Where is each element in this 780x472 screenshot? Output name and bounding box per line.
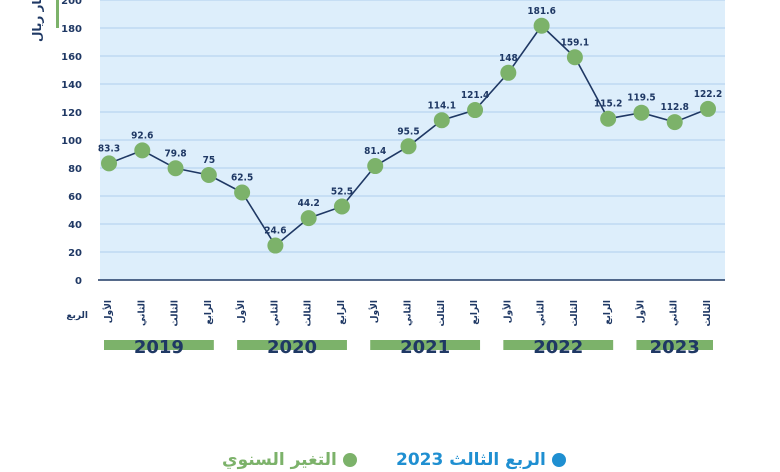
y-tick-label: 100 bbox=[61, 136, 82, 147]
data-label: 119.5 bbox=[627, 93, 655, 104]
year-bar bbox=[237, 340, 347, 350]
data-label: 79.8 bbox=[164, 148, 186, 159]
data-label: 112.8 bbox=[660, 102, 688, 113]
data-point bbox=[633, 104, 650, 121]
data-point bbox=[333, 198, 350, 215]
x-tick-label: الرابع bbox=[337, 300, 347, 325]
legend-blue-dot-icon bbox=[551, 453, 566, 467]
data-point bbox=[134, 142, 151, 159]
x-tick-label: الأول bbox=[235, 300, 247, 323]
year-label: 2021 bbox=[400, 337, 450, 358]
y-tick-label: 200 bbox=[61, 0, 82, 7]
legend-green-dot-icon bbox=[342, 453, 357, 467]
x-tick-label: الرابع bbox=[603, 300, 613, 325]
data-label: 148 bbox=[499, 53, 518, 64]
data-point bbox=[367, 158, 384, 175]
year-label: 2020 bbox=[267, 337, 317, 358]
x-tick-label: الثاني bbox=[404, 300, 414, 326]
data-label: 81.4 bbox=[364, 146, 386, 157]
y-tick-label: 120 bbox=[61, 108, 82, 119]
x-tick-label: الثاني bbox=[670, 300, 680, 326]
y-tick-label: 20 bbox=[68, 248, 82, 259]
y-axis-label-accent bbox=[56, 0, 59, 28]
data-point bbox=[666, 114, 683, 131]
y-axis-label: مليار ريال bbox=[30, 0, 44, 42]
x-axis-caption: الربع bbox=[66, 311, 88, 321]
year-bar bbox=[636, 340, 713, 350]
y-tick-label: 180 bbox=[61, 24, 82, 35]
data-point bbox=[600, 110, 617, 127]
data-label: 44.2 bbox=[298, 198, 320, 209]
x-tick-label: الرابع bbox=[204, 300, 214, 325]
year-label: 2023 bbox=[650, 337, 700, 358]
legend-item-q3-2023: الربع الثالث 2023 bbox=[396, 448, 566, 472]
x-tick-label: الثاني bbox=[137, 300, 147, 326]
x-tick-label: الثاني bbox=[270, 300, 280, 326]
data-point bbox=[533, 17, 550, 34]
data-point bbox=[200, 167, 217, 183]
year-bar bbox=[104, 340, 214, 350]
y-tick-label: 140 bbox=[61, 80, 82, 91]
data-point bbox=[700, 100, 716, 117]
data-point bbox=[101, 155, 117, 172]
data-point bbox=[234, 184, 251, 201]
data-point bbox=[400, 138, 417, 155]
y-tick-label: 60 bbox=[68, 192, 82, 203]
year-bar bbox=[503, 340, 614, 350]
year-bar bbox=[370, 340, 481, 350]
x-tick-label: الأول bbox=[501, 300, 513, 323]
year-label: 2022 bbox=[533, 337, 583, 358]
data-label: 115.2 bbox=[594, 99, 622, 110]
data-label: 114.1 bbox=[428, 100, 456, 111]
x-tick-label: الثالث bbox=[437, 300, 447, 326]
x-tick-label: الثالث bbox=[703, 300, 713, 326]
y-tick-label: 80 bbox=[68, 164, 82, 175]
data-label: 181.6 bbox=[527, 6, 555, 17]
legend-annual-text: التغير السنوي bbox=[222, 450, 337, 470]
data-label: 95.5 bbox=[397, 126, 419, 137]
data-label: 83.3 bbox=[98, 143, 120, 154]
year-label: 2019 bbox=[134, 337, 184, 358]
x-tick-label: الثاني bbox=[537, 300, 547, 326]
y-tick-label: 40 bbox=[68, 220, 82, 231]
data-label: 92.6 bbox=[131, 130, 153, 141]
data-point bbox=[433, 112, 450, 129]
x-tick-label: الأول bbox=[368, 300, 380, 323]
data-point bbox=[167, 160, 184, 177]
data-label: 24.6 bbox=[264, 226, 286, 237]
x-tick-label: الأول bbox=[102, 300, 114, 323]
data-point bbox=[300, 210, 317, 227]
data-label: 121.4 bbox=[461, 90, 489, 101]
data-point bbox=[566, 49, 583, 66]
data-point bbox=[267, 237, 284, 254]
y-tick-label: 0 bbox=[75, 276, 82, 287]
legend-q3-text: الربع الثالث 2023 bbox=[396, 450, 546, 470]
data-point bbox=[500, 64, 517, 81]
data-point bbox=[467, 102, 484, 119]
x-tick-label: الثالث bbox=[570, 300, 580, 326]
y-tick-label: 160 bbox=[61, 52, 82, 63]
data-label: 62.5 bbox=[231, 173, 253, 184]
x-tick-label: الثالث bbox=[304, 300, 314, 326]
data-label: 122.2 bbox=[694, 89, 722, 100]
x-tick-label: الثالث bbox=[171, 300, 181, 326]
x-tick-label: الرابع bbox=[470, 300, 480, 325]
data-label: 52.5 bbox=[331, 187, 353, 198]
data-label: 159.1 bbox=[561, 37, 589, 48]
x-tick-label: الأول bbox=[634, 300, 646, 323]
legend-item-annual-change: التغير السنوي bbox=[222, 448, 357, 472]
data-label: 75 bbox=[203, 155, 216, 166]
